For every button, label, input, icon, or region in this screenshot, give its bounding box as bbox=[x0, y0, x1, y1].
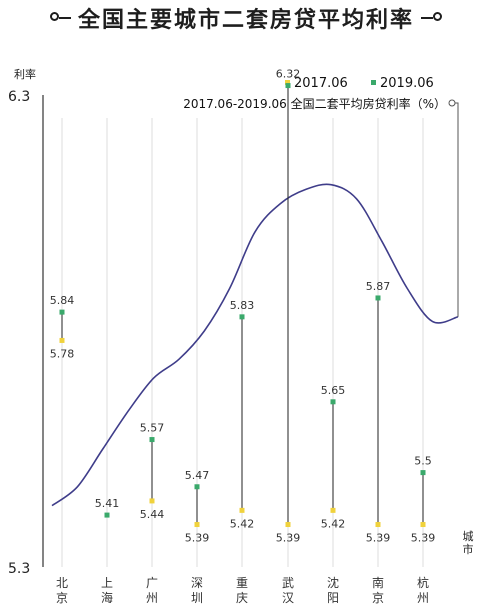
point-2017 bbox=[330, 507, 336, 513]
point-2019 bbox=[59, 309, 65, 315]
data-label-2017: 5.44 bbox=[140, 508, 165, 521]
point-2019 bbox=[375, 295, 381, 301]
y-axis-label: 利率 bbox=[14, 67, 36, 81]
x-tick-label: 汉 bbox=[282, 591, 294, 605]
title-bar: 全国主要城市二套房贷平均利率 bbox=[0, 0, 492, 34]
x-tick-label: 海 bbox=[101, 590, 113, 605]
data-label-2019: 5.65 bbox=[321, 384, 346, 397]
point-2017 bbox=[149, 498, 155, 504]
data-label-2019: 5.5 bbox=[414, 455, 432, 468]
data-label-2019: 5.84 bbox=[50, 294, 75, 307]
trend-line-connector bbox=[450, 102, 459, 317]
data-label-2017: 5.39 bbox=[276, 532, 301, 545]
trend-line-legend-label: 2017.06-2019.06 全国二套平均房贷利率（%） bbox=[183, 96, 446, 111]
data-label-2017: 5.39 bbox=[366, 532, 391, 545]
trend-line-connector-dot bbox=[448, 99, 456, 107]
title-right-rule bbox=[421, 17, 433, 19]
data-label-2017: 5.42 bbox=[230, 517, 255, 530]
legend-marker-2017 bbox=[285, 80, 290, 85]
data-label-2019: 5.47 bbox=[185, 469, 210, 482]
legend-marker-2019 bbox=[371, 80, 376, 85]
point-2017 bbox=[420, 522, 426, 528]
x-tick-label: 广 bbox=[146, 576, 158, 590]
data-label-2019: 5.57 bbox=[140, 422, 165, 435]
x-tick-label: 阳 bbox=[327, 591, 339, 605]
x-tick-label: 京 bbox=[56, 591, 68, 605]
data-label-2019: 6.32 bbox=[276, 68, 301, 81]
x-tick-label: 沈 bbox=[327, 575, 339, 590]
point-2019 bbox=[104, 512, 110, 518]
data-label-2017: 5.39 bbox=[411, 532, 436, 545]
title-right-circle-icon bbox=[433, 12, 442, 21]
point-2017 bbox=[375, 522, 381, 528]
trend-line bbox=[51, 183, 459, 507]
point-2019 bbox=[149, 437, 155, 443]
x-tick-label: 京 bbox=[372, 591, 384, 605]
data-label-2019: 5.83 bbox=[230, 299, 255, 312]
point-2019 bbox=[330, 399, 336, 405]
x-tick-label: 杭 bbox=[417, 575, 429, 590]
point-2017 bbox=[239, 507, 245, 513]
x-axis-label: 市 bbox=[463, 542, 474, 556]
data-label-2017: 5.78 bbox=[50, 347, 75, 360]
title-left-rule bbox=[59, 17, 71, 19]
x-tick-label: 庆 bbox=[236, 591, 248, 605]
x-tick-label: 上 bbox=[101, 576, 113, 590]
point-2017 bbox=[194, 522, 200, 528]
data-label-2017: 5.39 bbox=[185, 532, 210, 545]
point-2019 bbox=[194, 484, 200, 490]
x-tick-label: 武 bbox=[282, 576, 294, 590]
point-2017 bbox=[285, 522, 291, 528]
x-tick-label: 南 bbox=[372, 575, 384, 590]
y-tick-label: 5.3 bbox=[8, 561, 30, 577]
x-tick-label: 北 bbox=[56, 576, 68, 590]
title-left-circle-icon bbox=[50, 12, 59, 21]
point-2019 bbox=[285, 83, 291, 89]
data-label-2017: 5.42 bbox=[321, 517, 346, 530]
point-2017 bbox=[59, 337, 65, 343]
x-axis-label: 城 bbox=[463, 530, 474, 543]
y-tick-label: 6.3 bbox=[8, 89, 30, 105]
legend-label-2017: 2017.06 bbox=[294, 76, 348, 91]
data-label-2019: 5.87 bbox=[366, 280, 391, 293]
x-tick-label: 州 bbox=[146, 591, 158, 605]
x-tick-label: 深 bbox=[191, 576, 203, 590]
chart-title: 全国主要城市二套房贷平均利率 bbox=[77, 7, 414, 33]
legend-label-2019: 2019.06 bbox=[380, 76, 434, 91]
data-label-2019: 5.41 bbox=[95, 497, 120, 510]
point-2019 bbox=[239, 314, 245, 320]
point-2019 bbox=[420, 470, 426, 476]
x-tick-label: 州 bbox=[417, 591, 429, 605]
x-tick-label: 圳 bbox=[191, 591, 203, 605]
x-tick-label: 重 bbox=[236, 576, 248, 590]
